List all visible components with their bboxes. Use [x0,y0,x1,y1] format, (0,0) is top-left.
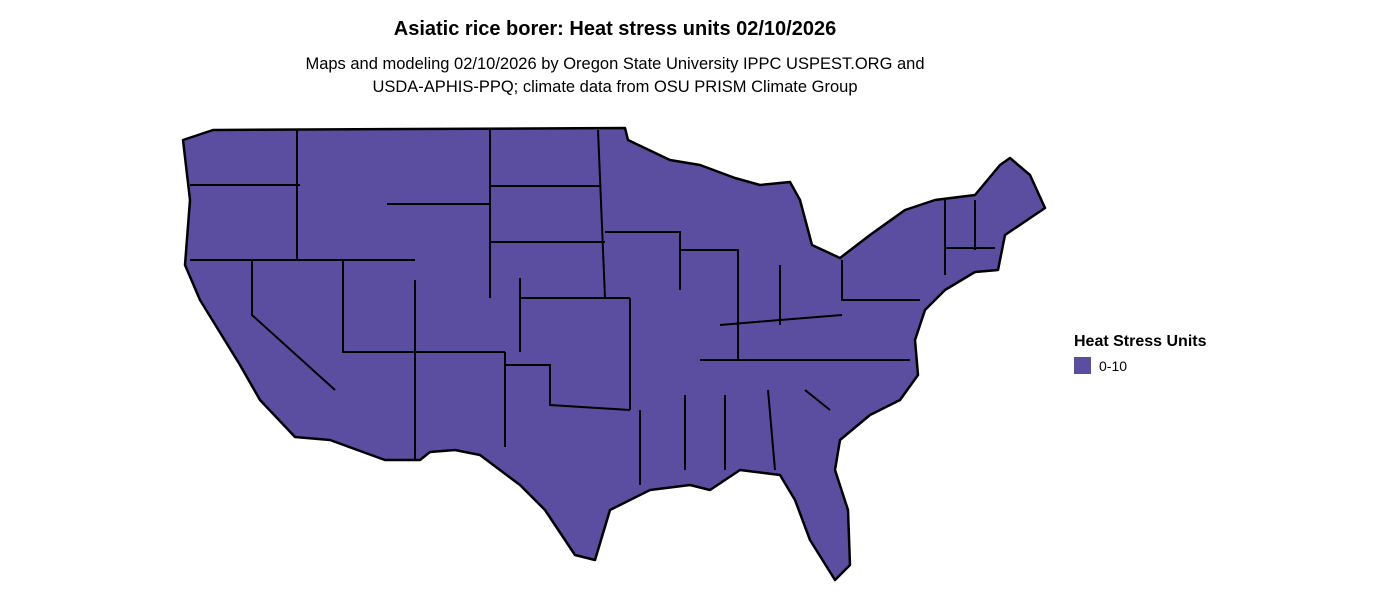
map-subtitle-line1: Maps and modeling 02/10/2026 by Oregon S… [305,55,925,73]
state-borders [190,129,995,485]
map-subtitle-line2: USDA-APHIS-PPQ; climate data from OSU PR… [372,78,858,96]
legend: Heat Stress Units 0-10 [1074,333,1207,374]
legend-title: Heat Stress Units [1074,333,1207,350]
map-title: Asiatic rice borer: Heat stress units 02… [393,18,837,40]
legend-label: 0-10 [1099,357,1128,374]
legend-item: 0-10 [1074,357,1207,374]
legend-swatch [1074,357,1091,374]
us-outline [181,126,1047,582]
